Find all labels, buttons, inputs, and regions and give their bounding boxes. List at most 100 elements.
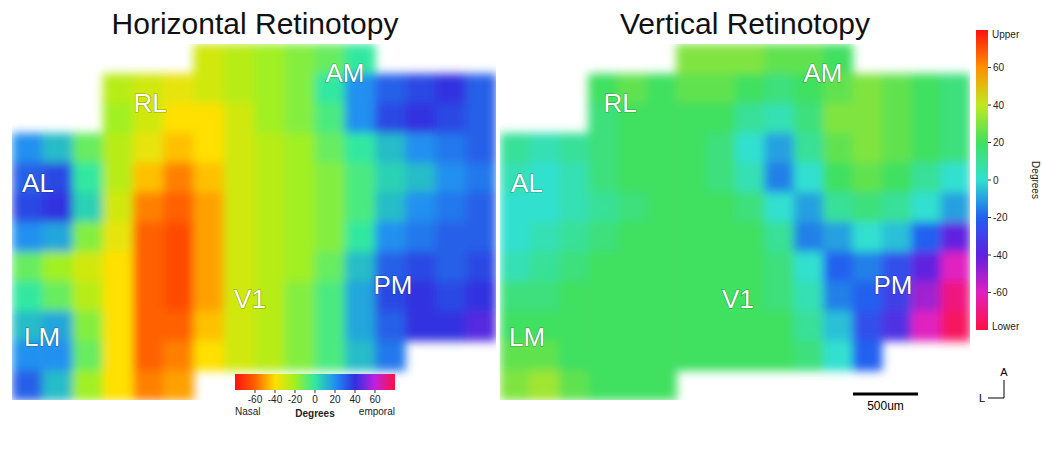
heatmap-cell [911,163,941,193]
heatmap-cell [794,252,824,282]
heatmap-cell [466,281,496,311]
heatmap-cell [911,103,941,133]
heatmap-cell [559,370,589,400]
area-label: PM [874,270,913,300]
figure: Horizontal RetinotopyRLAMALPMV1LM-60-40-… [0,0,1042,464]
heatmap-cell [794,192,824,222]
heatmap-cell [224,133,255,163]
colorbar-low-label: Lower [992,321,1020,332]
area-label: RL [133,88,166,118]
area-label: V1 [722,284,754,314]
heatmap-cell [315,133,346,163]
heatmap-cell [42,222,73,252]
compass: AL [979,366,1008,404]
heatmap-cell [882,133,912,163]
heatmap-cell [254,133,285,163]
heatmap-cell [882,163,912,193]
heatmap-cell [794,341,824,371]
heatmap-cell [676,192,706,222]
heatmap-cell [706,222,736,252]
heatmap-cell [911,192,941,222]
heatmap-cell [618,341,648,371]
heatmap-cell [405,222,436,252]
heatmap-cell [764,103,794,133]
heatmap-cell [73,222,104,252]
heatmap-cell [436,163,467,193]
heatmap-cell [676,222,706,252]
heatmap-cell [559,222,589,252]
heatmap-cell [941,74,970,104]
heatmap-cell [254,44,285,74]
heatmap-cell [73,133,104,163]
colorbar-tick-label: -40 [993,250,1008,261]
heatmap-cell [375,74,406,104]
heatmap-cell [375,192,406,222]
colorbar-bar [235,374,395,390]
heatmap-cell [706,192,736,222]
heatmap-cell [794,133,824,163]
colorbar-title: Degrees [295,408,335,419]
heatmap-cell [647,252,677,282]
heatmap-cell [224,103,255,133]
area-label: AL [22,168,54,198]
colorbar-tick-label: 60 [369,394,381,405]
heatmap-cell [284,103,315,133]
heatmap [500,44,970,400]
heatmap-cell [405,311,436,341]
heatmap-cell [676,341,706,371]
heatmap-cell [911,74,941,104]
heatmap-cell [345,192,376,222]
heatmap-cell [224,44,255,74]
heatmap-cell [163,192,194,222]
colorbar-tick-label: -40 [268,394,283,405]
heatmap-cell [735,222,765,252]
heatmap-cell [647,163,677,193]
heatmap-cell [12,281,43,311]
heatmap-cell [911,281,941,311]
area-label: RL [603,88,636,118]
heatmap-cell [375,222,406,252]
heatmap-cell [941,192,970,222]
heatmap-cell [103,192,134,222]
heatmap-cell [405,74,436,104]
heatmap-cell [529,133,559,163]
heatmap-cell [103,103,134,133]
colorbar-tick-label: 40 [993,100,1005,111]
heatmap-cell [254,222,285,252]
heatmap-cell [529,252,559,282]
panel: Vertical RetinotopyRLAMALPMV1LM-60-40-20… [500,7,1041,413]
heatmap-cell [12,133,43,163]
heatmap-cells [12,44,496,400]
heatmap-cell [73,163,104,193]
heatmap-cell [284,252,315,282]
heatmap-cell [676,74,706,104]
heatmap-cell [163,281,194,311]
heatmap-cell [254,311,285,341]
heatmap-cell [647,74,677,104]
colorbar: -60-40-200204060NasalemporalDegrees [235,374,395,419]
heatmap-cell [941,133,970,163]
heatmap-cell [315,311,346,341]
heatmap-cell [647,192,677,222]
heatmap-cell [706,74,736,104]
heatmap-cell [405,163,436,193]
heatmap-cell [706,311,736,341]
heatmap-cell [647,311,677,341]
heatmap-cell [559,252,589,282]
heatmap-cell [345,341,376,371]
heatmap-cell [436,133,467,163]
heatmap-cell [133,163,164,193]
heatmap-cell [735,163,765,193]
heatmap-cell [315,341,346,371]
panel-title: Horizontal Retinotopy [112,7,399,40]
heatmap-cell [163,311,194,341]
heatmap-cell [284,163,315,193]
colorbar-tick-label: 0 [993,175,999,186]
heatmap-cell [103,341,134,371]
heatmap-cell [588,311,618,341]
heatmap-cell [941,163,970,193]
heatmap-cell [284,281,315,311]
heatmap-cell [163,370,194,400]
heatmap-cell [284,133,315,163]
heatmap-cell [735,133,765,163]
